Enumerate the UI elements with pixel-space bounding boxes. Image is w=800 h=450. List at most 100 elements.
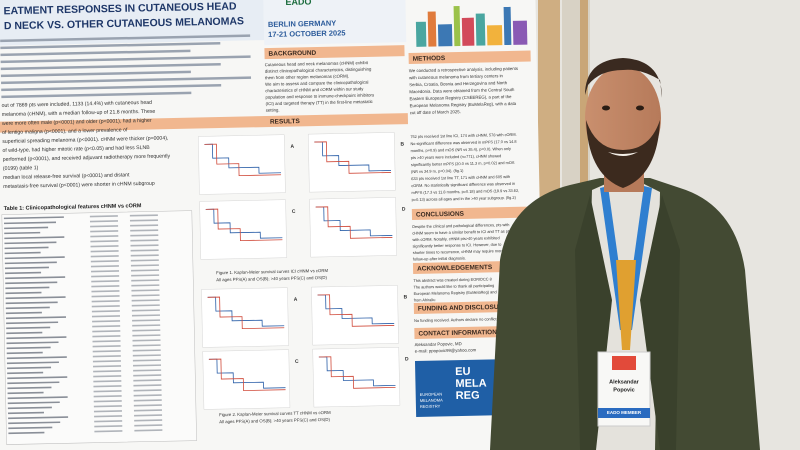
body-text: Cutaneous head and neck melanomas (cHNM)… [265,60,369,67]
body-text: them from other region melanomas (cORM). [265,73,349,80]
table-caption: Table 1: Clinicopathological features cH… [4,203,142,212]
title-line: EATMENT RESPONSES IN CUTANEOUS HEAD [3,0,237,17]
table-row [4,231,41,235]
hair [585,58,662,98]
table-row [6,351,43,355]
table-row [7,406,52,410]
table-row [91,285,120,288]
logo-text: MELA [455,377,486,390]
table-row [130,259,159,262]
table-row [130,239,159,242]
table-row [7,371,44,375]
table-row [133,384,162,387]
table-row [92,320,121,323]
body-text: Macedonia. Data were obtained from the C… [409,87,515,94]
table-row [133,404,162,407]
logo-caption: MELANOMA [420,397,443,402]
table-row [91,310,120,313]
km-curve [318,356,396,387]
table-row [132,354,161,357]
table-row [94,430,123,433]
table-row [5,276,66,280]
table-row [7,376,68,380]
illegible-line [1,76,252,85]
table-row [134,424,163,427]
km-curve [204,143,282,177]
section-heading: CONTACT INFORMATION [418,329,497,338]
km-curve [318,356,396,389]
section-header [411,206,535,221]
eye [636,105,644,111]
body-text: cORM. No statistically significant diffe… [411,181,515,188]
body-text: European Melanoma Registry (EuMelaReg) a… [414,289,497,296]
table-row [132,359,161,362]
logo-text: EU [455,366,471,378]
table-row [7,386,52,390]
eye [602,105,610,111]
table-row [131,314,160,317]
body-text: of lentigo maligna (p<0001), and a lower… [2,127,128,136]
body-text: superficial spreading melanoma (p<0001).… [2,135,168,144]
panel-label: C [292,209,296,215]
table-row [93,375,122,378]
body-text: All ages PFS(A) and OS(B); >40 years PFS… [219,417,330,424]
km-curve [204,143,282,174]
table-row [5,296,66,300]
illegible-line [0,49,191,57]
body-text: shorter times to recurrence, cHNM may re… [413,248,521,255]
logo-caption: REGISTRY [420,404,441,409]
table-row [94,415,123,418]
face [585,66,661,170]
table-row [131,289,160,292]
body-text: mPFS (17.3 vs 11.8 months, p=0.18) and m… [411,188,519,195]
panel-label: D [405,356,409,362]
body-text: population and response to immune-checkp… [265,92,374,99]
km-curve [317,294,395,325]
table-row [89,220,119,223]
table-row [94,420,123,423]
table-row [7,366,52,370]
km-curve [317,294,395,327]
table-row [93,405,122,408]
table-row [8,416,69,420]
table-row [92,335,121,338]
km-curve [207,296,285,330]
body-text: were more often male (p<0001) and older … [2,118,152,127]
table-row [7,401,60,405]
km-curve [205,208,283,242]
table-row [131,279,160,282]
table-row [6,346,51,350]
table-row [90,250,119,253]
table-row [3,216,64,220]
table-row [134,419,163,422]
body-text: distinct clinicopathological characteris… [265,66,372,73]
body-text: We aim to assess and compare the clinico… [265,80,368,87]
table-row [91,280,120,283]
body-text: with cORM. Notably, cHNM pts>40 years ex… [412,235,499,242]
table-row [8,431,45,435]
table-row [89,215,118,218]
body-text: of wild-type, had higher mitotic rate (p… [2,145,150,154]
km-panel [308,132,396,193]
table-row [5,286,50,290]
table-row [90,245,119,248]
body-text: Despite the clinical and pathological di… [412,222,509,229]
illegible-line [0,62,221,71]
panel-label: B [404,294,408,300]
table-row [132,334,161,337]
table-row [92,360,121,363]
section-header [264,45,405,60]
body-text: This abstract was created during EORIDCC… [413,276,492,283]
body-text: Figure 2. Kaplan-Meier survival curves T… [219,410,331,417]
title-line: D NECK VS. OTHER CUTANEOUS MELANOMAS [4,15,244,32]
illegible-line [0,55,251,64]
table-row [129,214,158,217]
table-row [93,385,122,388]
table-row [4,266,49,270]
body-text: European Melanoma Registry (EuMelaReg), … [410,101,517,108]
section-heading: CONCLUSIONS [416,211,465,219]
table-row [130,234,159,237]
table-row [5,311,42,315]
table-row [129,219,158,222]
